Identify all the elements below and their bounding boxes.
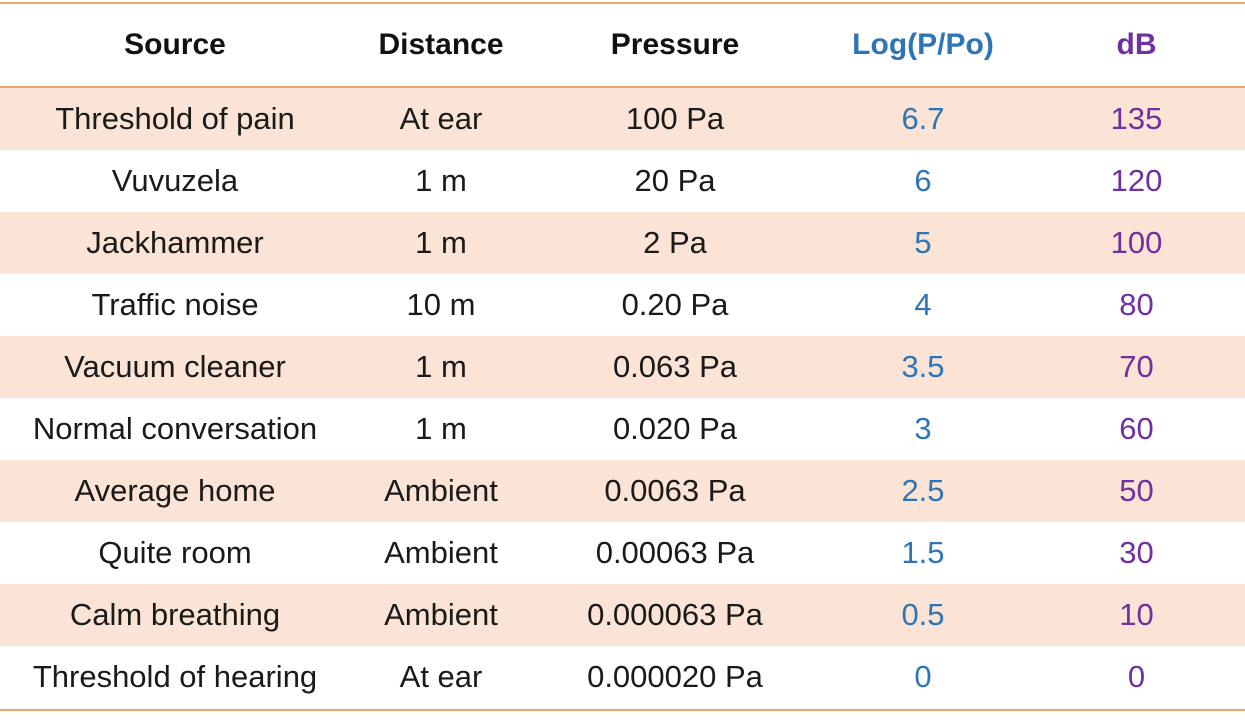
cell-pressure: 2 Pa [643,225,707,260]
table-row: Vuvuzela 1 m 20 Pa 6 120 [0,150,1245,212]
cell-source: Quite room [98,535,252,570]
header-db: dB [1116,28,1157,61]
table-bottom-rule [0,709,1245,711]
table-header-row: Source Distance Pressure Log(P/Po) dB [0,4,1245,86]
header-pressure: Pressure [610,28,740,61]
cell-distance: 1 m [415,411,467,446]
cell-db: 70 [1119,349,1154,384]
cell-db: 0 [1127,659,1146,694]
cell-log: 3 [914,411,932,446]
cell-distance: Ambient [384,597,498,632]
cell-source: Threshold of hearing [32,659,318,694]
header-log: Log(P/Po) [852,28,994,61]
table-row: Threshold of pain At ear 100 Pa 6.7 135 [0,88,1245,150]
table-row: Jackhammer 1 m 2 Pa 5 100 [0,212,1245,274]
cell-distance: 10 m [406,287,476,322]
cell-pressure: 0.020 Pa [612,411,738,446]
cell-distance: 1 m [415,225,467,260]
cell-source: Calm breathing [69,597,281,632]
table-row: Normal conversation 1 m 0.020 Pa 3 60 [0,398,1245,460]
cell-log: 3.5 [901,349,945,384]
cell-distance: Ambient [384,473,498,508]
table-top-rule [0,2,1245,4]
table-row: Calm breathing Ambient 0.000063 Pa 0.5 1… [0,584,1245,646]
cell-db: 60 [1119,411,1154,446]
header-distance: Distance [378,28,504,61]
cell-source: Vuvuzela [111,163,239,198]
cell-db: 135 [1110,101,1163,136]
cell-log: 0.5 [901,597,945,632]
cell-distance: At ear [399,659,483,694]
cell-db: 100 [1110,225,1163,260]
cell-log: 1.5 [901,535,945,570]
cell-pressure: 0.00063 Pa [595,535,755,570]
table-row: Vacuum cleaner 1 m 0.063 Pa 3.5 70 [0,336,1245,398]
cell-distance: Ambient [384,535,498,570]
table-row: Traffic noise 10 m 0.20 Pa 4 80 [0,274,1245,336]
cell-log: 6 [914,163,932,198]
cell-pressure: 100 Pa [625,101,725,136]
cell-source: Threshold of pain [55,101,295,136]
header-source: Source [124,28,226,61]
cell-pressure: 0.000020 Pa [587,659,763,694]
table-row: Quite room Ambient 0.00063 Pa 1.5 30 [0,522,1245,584]
cell-pressure: 0.063 Pa [612,349,738,384]
cell-source: Jackhammer [86,225,264,260]
cell-log: 4 [914,287,932,322]
cell-pressure: 0.20 Pa [621,287,729,322]
cell-db: 120 [1110,163,1163,198]
cell-db: 80 [1119,287,1154,322]
cell-log: 5 [914,225,932,260]
cell-distance: At ear [399,101,483,136]
cell-pressure: 0.0063 Pa [604,473,746,508]
cell-pressure: 20 Pa [634,163,716,198]
cell-db: 30 [1119,535,1154,570]
table-row: Threshold of hearing At ear 0.000020 Pa … [0,646,1245,708]
cell-source: Vacuum cleaner [64,349,286,384]
cell-db: 10 [1119,597,1154,632]
cell-log: 2.5 [901,473,945,508]
cell-pressure: 0.000063 Pa [587,597,763,632]
cell-source: Normal conversation [32,411,318,446]
table-header-rule [0,86,1245,88]
cell-log: 6.7 [901,101,945,136]
cell-source: Traffic noise [91,287,259,322]
cell-distance: 1 m [415,349,467,384]
table-row: Average home Ambient 0.0063 Pa 2.5 50 [0,460,1245,522]
cell-distance: 1 m [415,163,467,198]
cell-source: Average home [74,473,276,508]
cell-log: 0 [914,659,932,694]
cell-db: 50 [1119,473,1154,508]
